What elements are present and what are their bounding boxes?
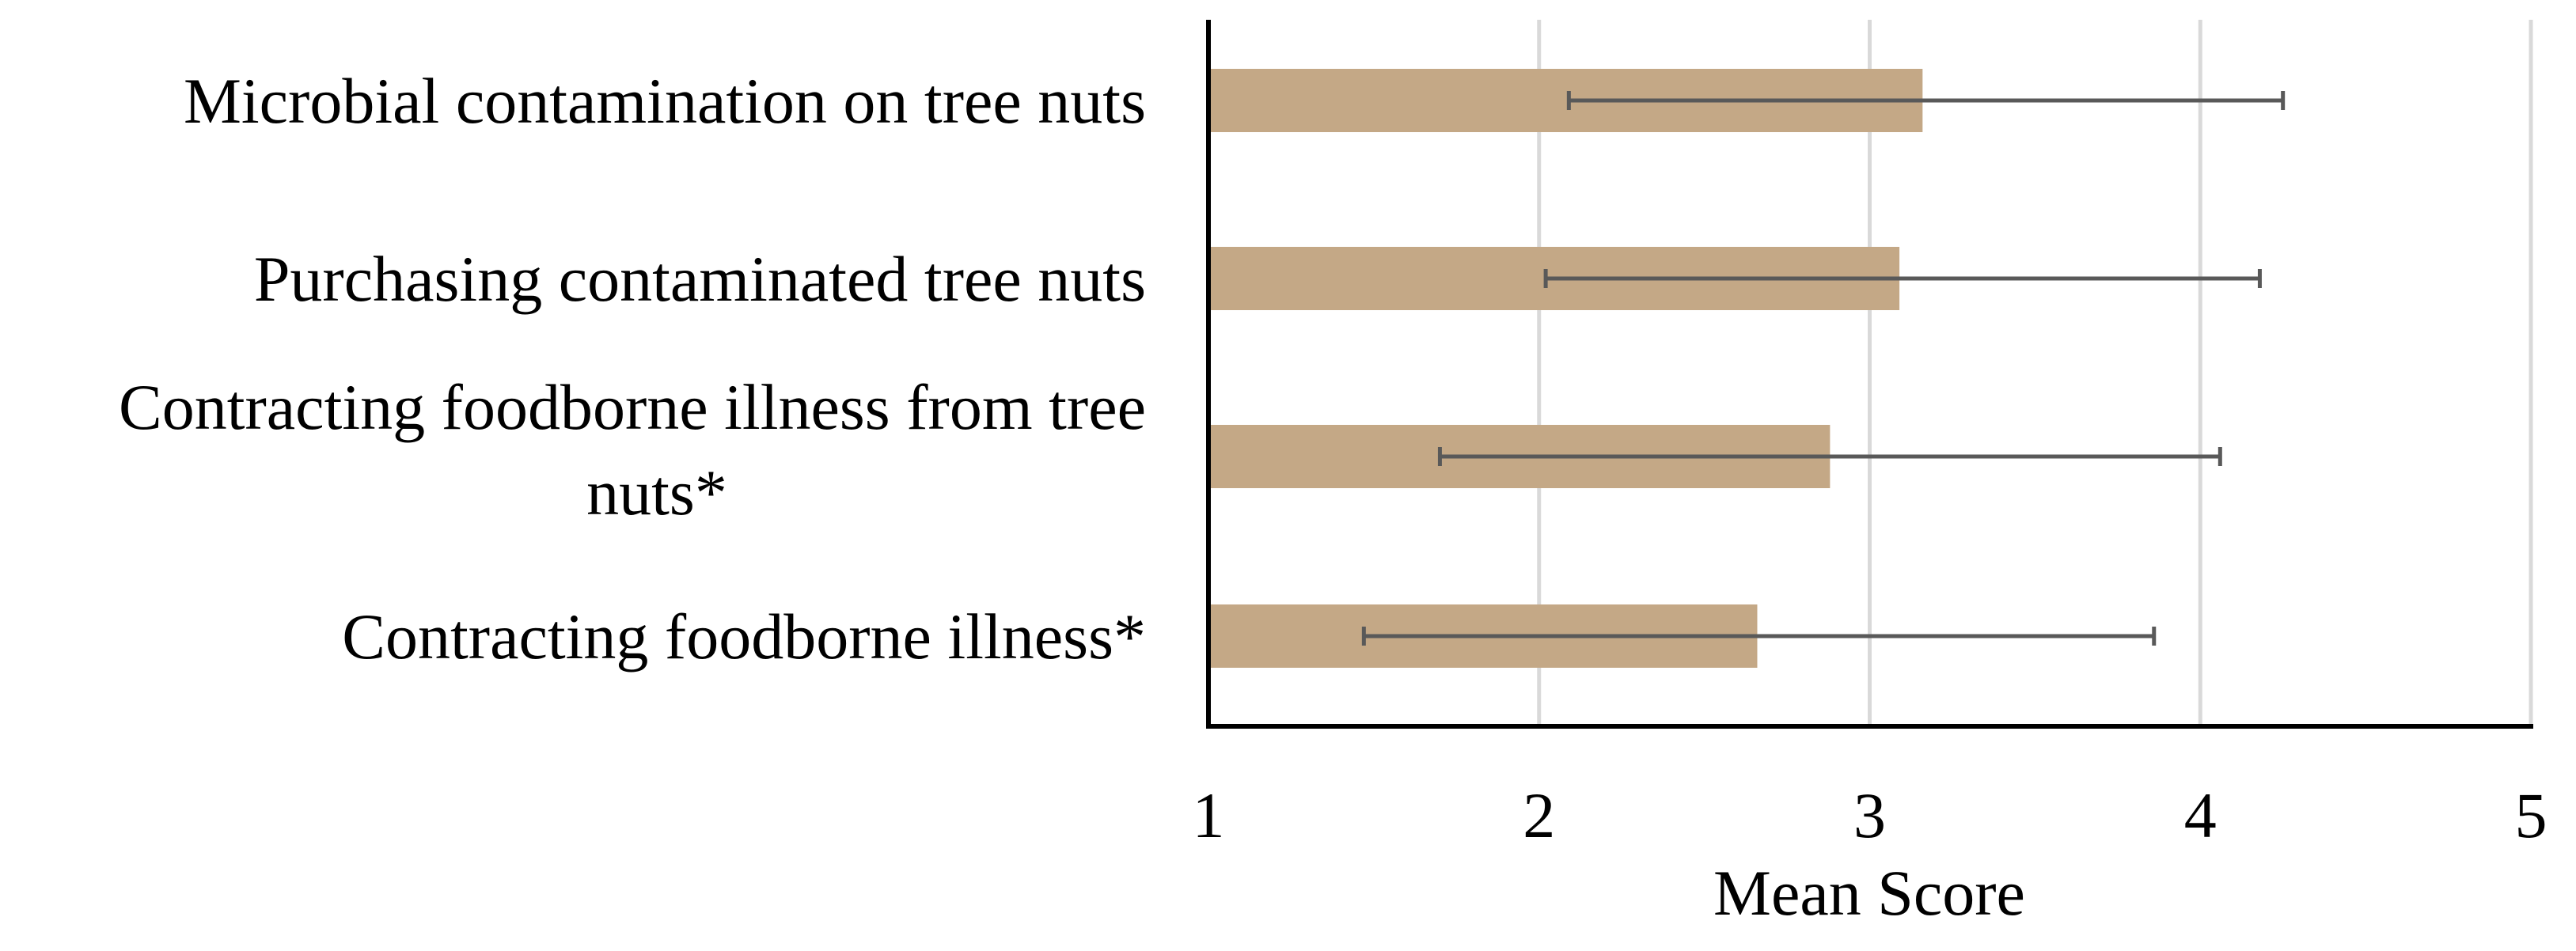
category-labels: Microbial contamination on tree nuts Purc… xyxy=(119,65,1146,673)
category-label-line: nuts* xyxy=(586,457,727,529)
axes xyxy=(1206,20,2533,729)
x-tick-label-3: 3 xyxy=(1853,779,1886,851)
category-label-4: Contracting foodborne illness* xyxy=(342,601,1146,673)
error-bar-3 xyxy=(1437,447,2222,466)
error-bar-2 xyxy=(1543,269,2262,288)
x-tick-label-2: 2 xyxy=(1523,779,1555,851)
x-tick-label-4: 4 xyxy=(2184,779,2217,851)
x-tick-label-1: 1 xyxy=(1193,779,1225,851)
category-label-line: Contracting foodborne illness from tree xyxy=(119,371,1146,443)
category-label-3: Contracting foodborne illness from tree n… xyxy=(119,371,1146,529)
x-tick-labels: 1 2 3 4 5 xyxy=(1193,779,2548,851)
error-bars xyxy=(1361,91,2286,646)
x-axis-title: Mean Score xyxy=(1713,857,2025,929)
category-label-1: Microbial contamination on tree nuts xyxy=(184,65,1146,137)
x-tick-label-5: 5 xyxy=(2515,779,2548,851)
error-bar-4 xyxy=(1361,627,2157,646)
error-bar-1 xyxy=(1566,91,2286,110)
category-label-2: Purchasing contaminated tree nuts xyxy=(254,243,1146,315)
bars xyxy=(1208,69,1923,668)
